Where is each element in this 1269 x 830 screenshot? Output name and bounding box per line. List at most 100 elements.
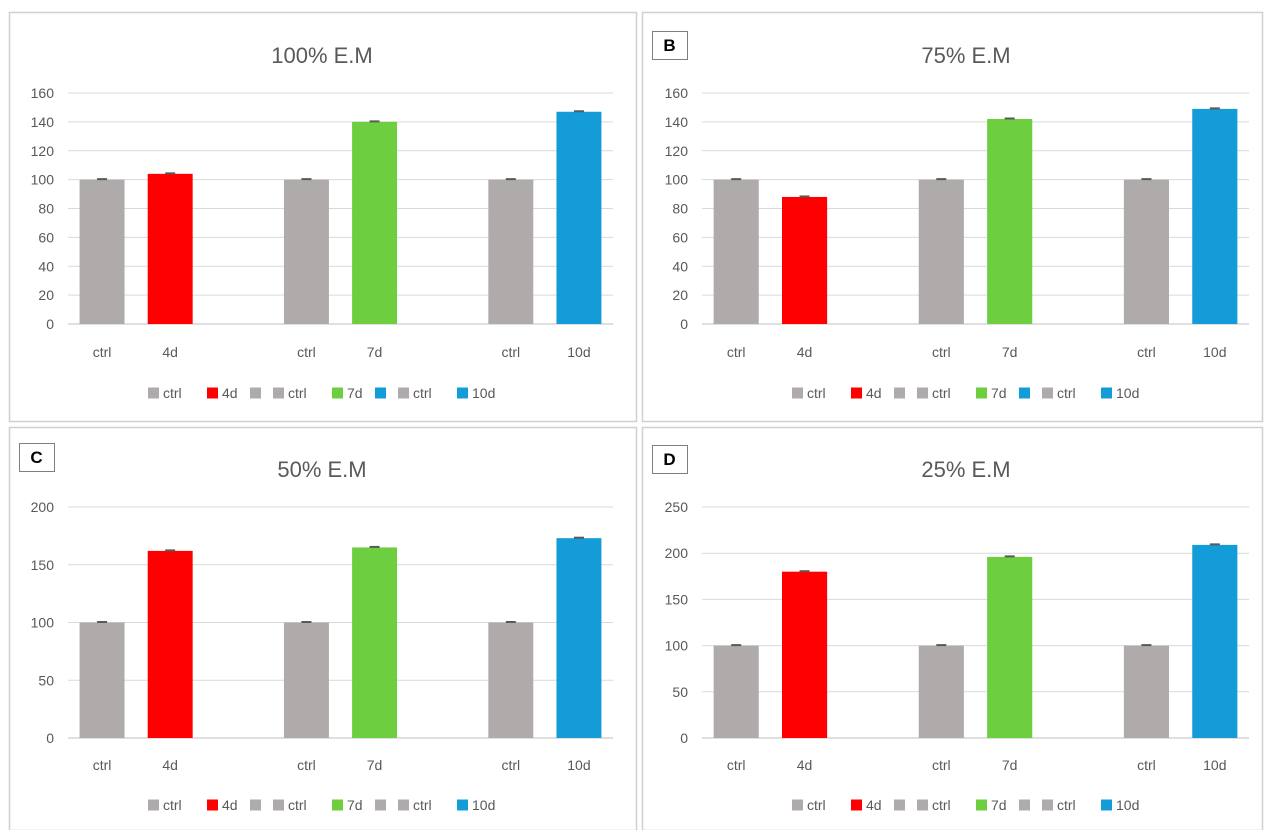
legend-label: ctrl xyxy=(932,797,951,813)
legend-label: ctrl xyxy=(807,797,826,813)
y-tick-label: 250 xyxy=(665,499,689,515)
legend-label: ctrl xyxy=(932,385,951,401)
y-tick-label: 140 xyxy=(665,114,689,130)
panel-label-box xyxy=(652,445,688,474)
y-tick-label: 0 xyxy=(680,316,688,332)
bar-ctrl-1 xyxy=(713,645,759,738)
chart-legend: ctrl 4d ctrl 7d ctrl 10d xyxy=(148,797,495,813)
x-tick-label: ctrl xyxy=(727,757,746,773)
chart-title: 50% E.M xyxy=(277,457,366,482)
chart-panel-2: B 75% E.M 0 20 40 60 80 100 120 140 160 ctrl 4d ctrl 7… xyxy=(641,11,1264,423)
y-tick-label: 60 xyxy=(38,229,54,245)
legend-label: 7d xyxy=(991,797,1007,813)
bar-10d-8 xyxy=(556,111,602,324)
legend-swatch xyxy=(917,387,928,399)
legend-label: 4d xyxy=(222,797,238,813)
legend-swatch xyxy=(375,387,386,399)
bar-4d-2 xyxy=(781,196,828,324)
legend-swatch xyxy=(375,799,386,811)
bar-ctrl-7 xyxy=(488,179,534,324)
chart-frame xyxy=(641,426,1264,830)
legend-label: 7d xyxy=(991,385,1007,401)
x-tick-label: ctrl xyxy=(932,757,951,773)
bar-ctrl-4 xyxy=(918,645,964,738)
y-tick-label: 100 xyxy=(31,615,55,631)
x-tick-label: ctrl xyxy=(932,344,951,360)
x-tick-label: 7d xyxy=(1002,344,1018,360)
x-tick-label: ctrl xyxy=(501,757,520,773)
legend-label: 4d xyxy=(866,797,882,813)
legend-label: ctrl xyxy=(413,797,432,813)
y-tick-label: 160 xyxy=(665,85,689,101)
x-tick-label: 10d xyxy=(1203,757,1226,773)
bar-ctrl-4 xyxy=(283,179,329,324)
y-tick-label: 40 xyxy=(672,258,688,274)
legend-label: 10d xyxy=(472,797,495,813)
y-tick-label: 200 xyxy=(31,499,55,515)
panel-label: C xyxy=(30,448,42,467)
y-tick-label: 0 xyxy=(46,730,54,746)
bar-7d-5 xyxy=(352,121,398,324)
x-tick-label: ctrl xyxy=(1137,344,1156,360)
chart-legend: ctrl 4d ctrl 7d ctrl 10d xyxy=(148,385,495,401)
legend-swatch xyxy=(207,799,218,811)
legend-swatch xyxy=(917,799,928,811)
panel-label-box xyxy=(652,31,688,60)
y-tick-label: 150 xyxy=(31,557,55,573)
legend-swatch xyxy=(894,387,905,399)
legend-swatch xyxy=(273,799,284,811)
y-tick-label: 100 xyxy=(665,172,689,188)
legend-label: ctrl xyxy=(288,385,307,401)
bar-4d-2 xyxy=(147,550,193,738)
legend-label: ctrl xyxy=(163,385,182,401)
y-tick-label: 0 xyxy=(46,316,54,332)
panel-label: B xyxy=(663,36,675,55)
bar-10d-8 xyxy=(1192,108,1238,324)
legend-swatch xyxy=(148,799,159,811)
legend-swatch xyxy=(457,387,468,399)
chart-legend: ctrl 4d ctrl 7d ctrl 10d xyxy=(792,385,1139,401)
bar-ctrl-1 xyxy=(713,179,759,324)
legend-swatch xyxy=(250,799,261,811)
x-tick-label: 4d xyxy=(162,757,178,773)
legend-swatch xyxy=(332,387,343,399)
bar-ctrl-7 xyxy=(1123,179,1170,324)
x-tick-label: 7d xyxy=(367,344,383,360)
x-tick-label: ctrl xyxy=(501,344,520,360)
y-tick-label: 50 xyxy=(672,684,688,700)
x-tick-label: ctrl xyxy=(1137,757,1156,773)
legend-label: ctrl xyxy=(807,385,826,401)
legend-swatch xyxy=(1101,799,1112,811)
legend-swatch xyxy=(148,387,159,399)
chart-title: 75% E.M xyxy=(921,43,1010,68)
y-tick-label: 120 xyxy=(31,143,55,159)
y-tick-label: 20 xyxy=(38,287,54,303)
legend-swatch xyxy=(792,799,803,811)
legend-swatch xyxy=(851,387,862,399)
x-tick-label: 10d xyxy=(567,344,590,360)
y-tick-label: 80 xyxy=(672,201,688,217)
bar-ctrl-4 xyxy=(918,179,964,324)
y-tick-label: 140 xyxy=(31,114,55,130)
legend-label: 7d xyxy=(347,797,363,813)
panel-label: D xyxy=(663,450,675,469)
x-tick-label: 7d xyxy=(1002,757,1018,773)
y-tick-label: 200 xyxy=(665,545,689,561)
y-tick-label: 50 xyxy=(38,672,54,688)
y-tick-label: 100 xyxy=(31,172,55,188)
x-tick-label: 4d xyxy=(797,344,813,360)
bar-4d-2 xyxy=(147,173,193,324)
bar-4d-2 xyxy=(781,571,828,738)
legend-label: 4d xyxy=(222,385,238,401)
chart-panel-4: D 25% E.M 0 50 100 150 200 250 ctrl 4d ctrl 7d ctrl 1… xyxy=(641,426,1264,830)
legend-swatch xyxy=(976,387,987,399)
legend-label: ctrl xyxy=(1057,797,1076,813)
bar-ctrl-1 xyxy=(79,622,125,738)
chart-legend: ctrl 4d ctrl 7d ctrl 10d xyxy=(792,797,1139,813)
bar-7d-5 xyxy=(987,118,1033,324)
x-tick-label: ctrl xyxy=(93,344,112,360)
y-tick-label: 120 xyxy=(665,143,689,159)
x-tick-label: 10d xyxy=(1203,344,1226,360)
